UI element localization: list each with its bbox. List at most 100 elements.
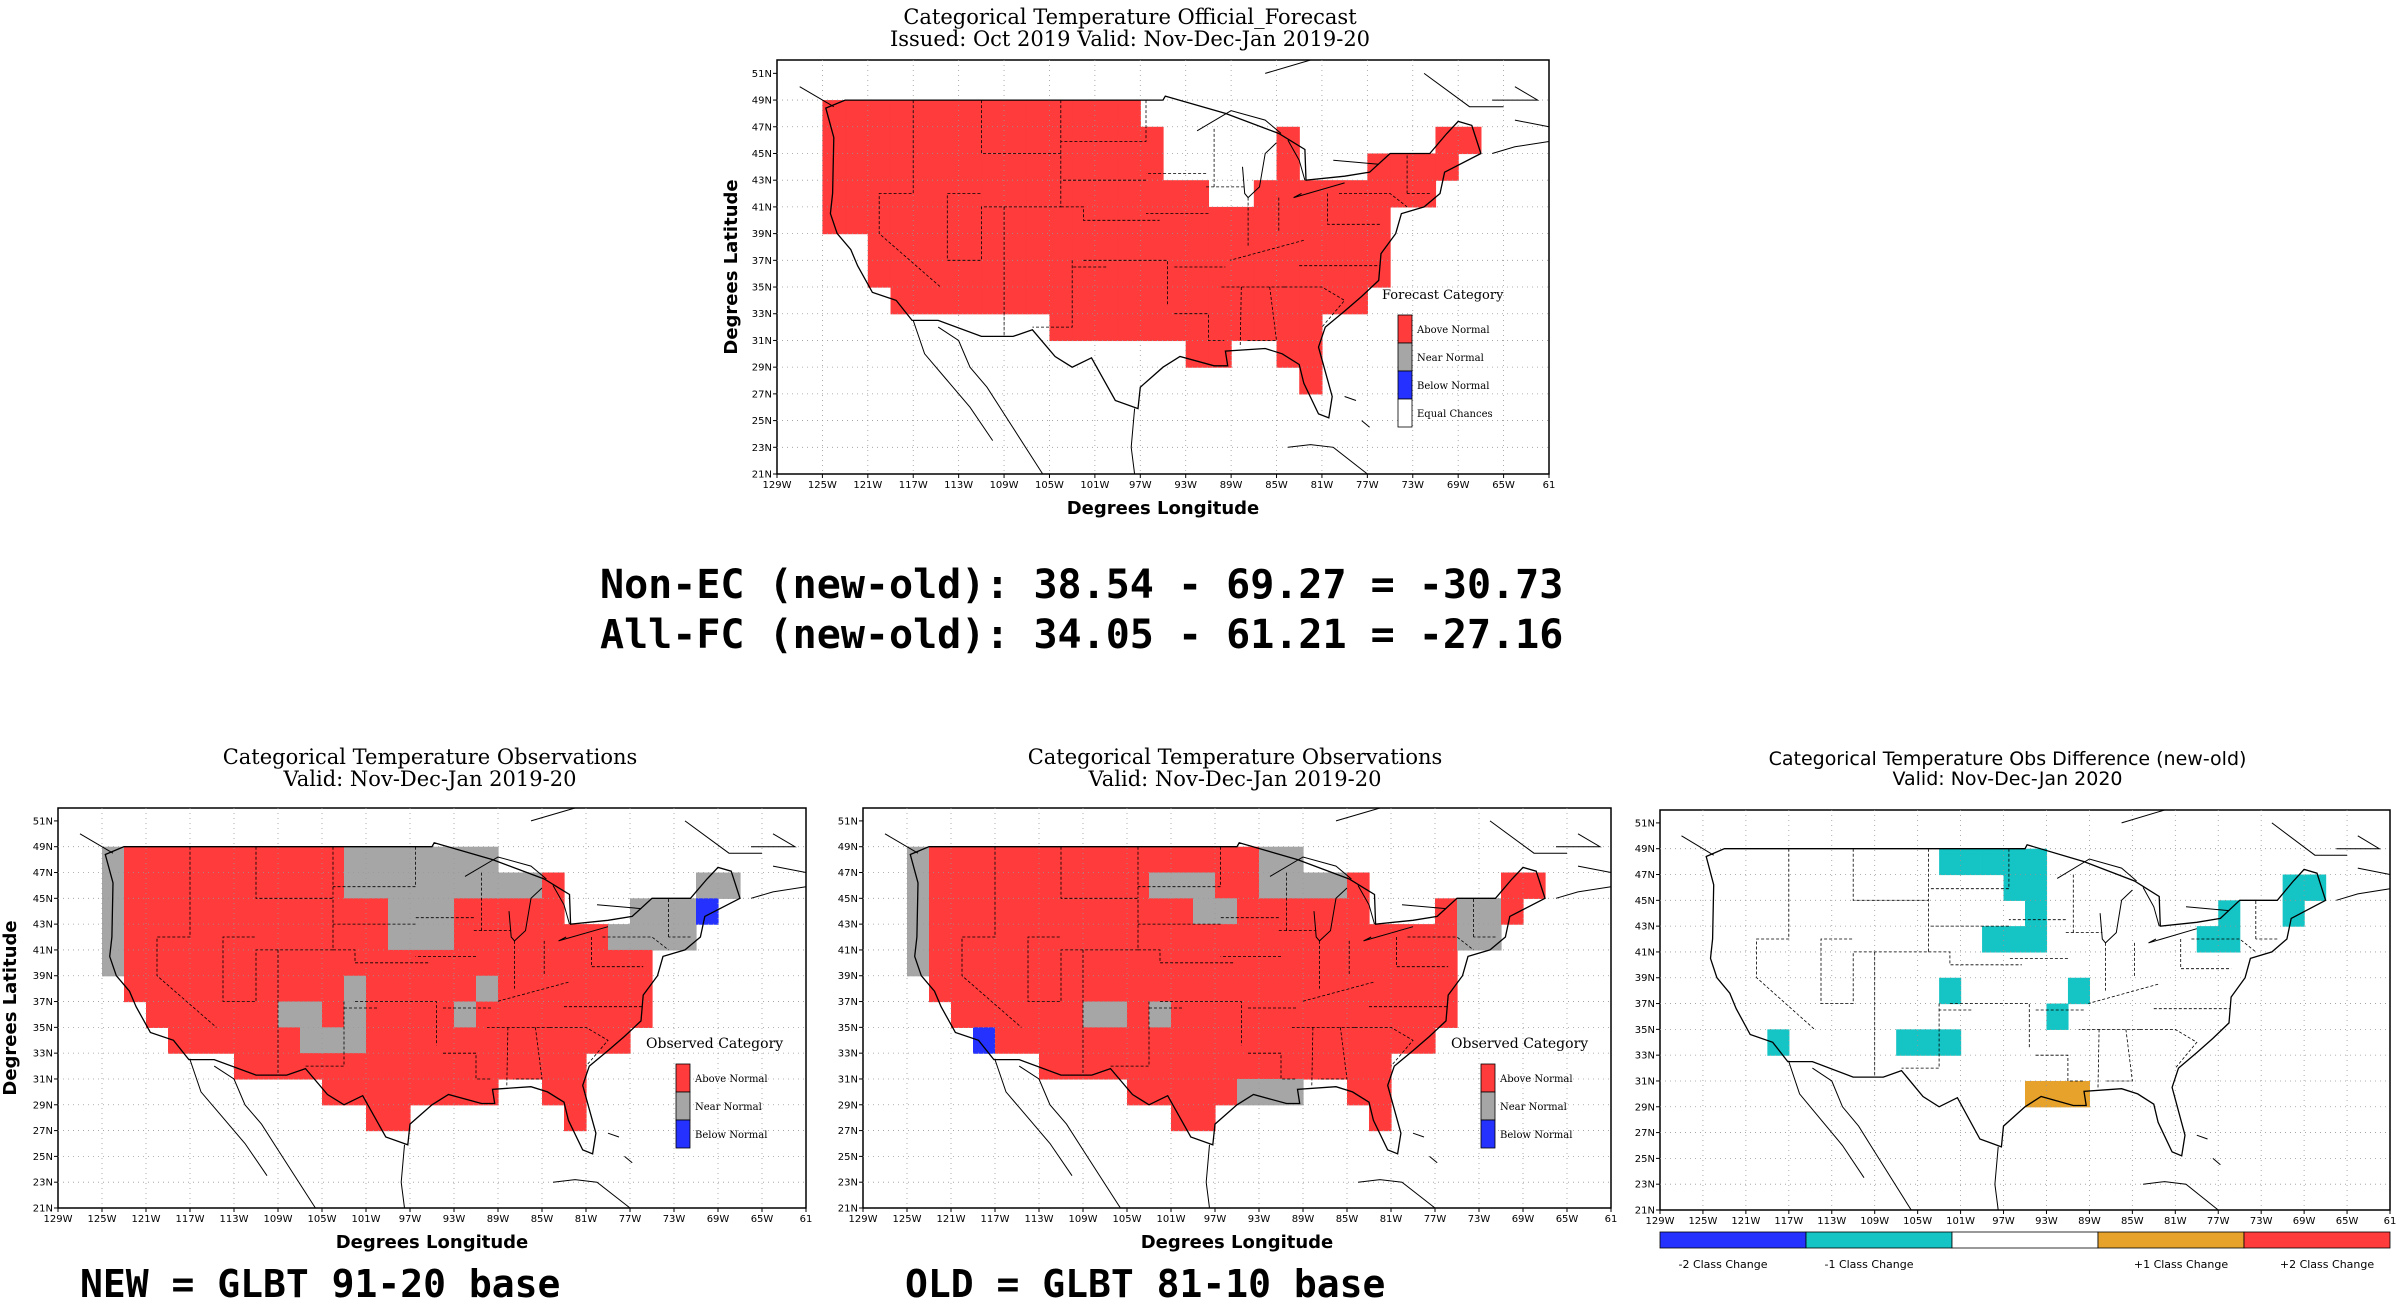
- map-cell: [1193, 1027, 1216, 1054]
- map-cell: [234, 949, 257, 977]
- lat-tick-label: 43N: [838, 920, 858, 931]
- lon-tick-label: 101W: [1080, 480, 1109, 491]
- map-cell: [2067, 1080, 2091, 1108]
- map-cell: [1185, 206, 1210, 235]
- legend-label: Near Normal: [695, 1102, 762, 1113]
- map-cell: [1061, 898, 1084, 925]
- map-cell: [1299, 233, 1323, 261]
- map-cell: [845, 153, 869, 181]
- map-cell: [542, 1078, 565, 1106]
- map-cell: [2025, 848, 2048, 876]
- map-cell: [1369, 924, 1392, 951]
- map-cell: [1344, 233, 1368, 261]
- lon-tick-label: 85W: [2121, 1216, 2144, 1227]
- map-cell: [146, 898, 169, 925]
- colorbar-segment: [2097, 1231, 2245, 1249]
- map-cell: [1026, 100, 1051, 128]
- lon-tick-label: 129W: [1646, 1216, 1675, 1227]
- map-cell: [1413, 1001, 1436, 1028]
- map-cell: [542, 924, 565, 951]
- map-cell: [1049, 260, 1073, 288]
- coastline: [1242, 142, 1277, 199]
- lat-tick-label: 35N: [752, 283, 772, 294]
- forecast-panel: Categorical Temperature Official_Forecas…: [700, 6, 1560, 526]
- map-cell: [256, 975, 279, 1003]
- map-cell: [366, 1053, 389, 1080]
- map-cell: [1435, 949, 1458, 977]
- legend-label: Near Normal: [1500, 1102, 1567, 1113]
- coastline: [1681, 835, 1714, 856]
- lat-tick-label: 45N: [1635, 896, 1655, 907]
- state-line: [1756, 848, 1815, 1030]
- lon-tick-label: 125W: [1688, 1216, 1717, 1227]
- map-cell: [366, 1027, 389, 1054]
- map-cell: [1026, 233, 1051, 261]
- map-cell: [1501, 872, 1524, 899]
- colorbar-segment: [1805, 1231, 1953, 1249]
- map-cells: [1767, 848, 2327, 1108]
- coastline: [1577, 865, 1612, 873]
- map-cell: [1193, 1001, 1216, 1028]
- map-cell: [822, 153, 846, 181]
- map-cell: [278, 872, 301, 899]
- lat-tick-label: 29N: [33, 1100, 53, 1111]
- map-cell: [1072, 233, 1096, 261]
- map-cell: [234, 1027, 257, 1054]
- colorbar-segment: [1951, 1231, 2099, 1249]
- map-cell: [1253, 180, 1278, 208]
- map-cell: [1127, 1001, 1150, 1028]
- map-cell: [476, 846, 499, 874]
- state-line: [1027, 846, 1139, 1002]
- map-cell: [1523, 872, 1546, 899]
- legend-swatch: [1480, 1063, 1496, 1093]
- coastline: [1556, 833, 1602, 848]
- map-cell: [454, 898, 477, 925]
- map-cell: [1083, 1001, 1106, 1028]
- map-cell: [168, 975, 191, 1003]
- map-cell: [929, 924, 952, 951]
- state-line: [1138, 949, 1234, 964]
- map-cell: [981, 233, 1005, 261]
- map-cell: [1259, 975, 1282, 1003]
- coastline: [79, 833, 114, 854]
- map-cell: [2282, 900, 2305, 927]
- map-cell: [1049, 287, 1073, 315]
- map-cell: [278, 975, 301, 1003]
- legend-title: Observed Category: [1451, 1036, 1588, 1052]
- coastline: [213, 1065, 316, 1209]
- map-cell: [1163, 206, 1187, 235]
- map-cell: [520, 1053, 543, 1080]
- coastline: [1357, 885, 1375, 925]
- coastline: [1196, 110, 1282, 134]
- coastline: [2099, 889, 2133, 944]
- map-cell: [1127, 1027, 1150, 1054]
- lon-tick-label: 85W: [1265, 480, 1288, 491]
- lat-tick-label: 49N: [838, 842, 858, 853]
- lat-tick-label: 47N: [752, 122, 772, 133]
- state-line: [1229, 239, 1304, 261]
- map-cell: [366, 975, 389, 1003]
- coastline: [2212, 1158, 2221, 1166]
- map-cell: [366, 898, 389, 925]
- map-cell: [907, 924, 930, 951]
- map-cell: [1299, 287, 1323, 315]
- map-cell: [366, 1078, 389, 1106]
- map-cell: [1208, 260, 1232, 288]
- score-all-fc: All-FC (new-old): 34.05 - 61.21 = -27.16: [600, 612, 1564, 658]
- map-cell: [476, 1027, 499, 1054]
- map-cell: [1960, 848, 1983, 876]
- lon-tick-label: 101W: [1946, 1216, 1975, 1227]
- lat-tick-label: 35N: [1635, 1025, 1655, 1036]
- map-cell: [1208, 287, 1232, 315]
- lon-tick-label: 117W: [176, 1214, 205, 1225]
- map-cell: [300, 872, 323, 899]
- map-cell: [476, 1001, 499, 1028]
- coastline: [1429, 1156, 1438, 1164]
- map-cell: [1281, 924, 1304, 951]
- map-cell: [410, 924, 433, 951]
- coastline: [607, 1132, 620, 1138]
- map-cell: [168, 846, 191, 874]
- map-cell: [890, 180, 914, 208]
- map-cell: [995, 949, 1018, 977]
- coastline: [1205, 1144, 1210, 1209]
